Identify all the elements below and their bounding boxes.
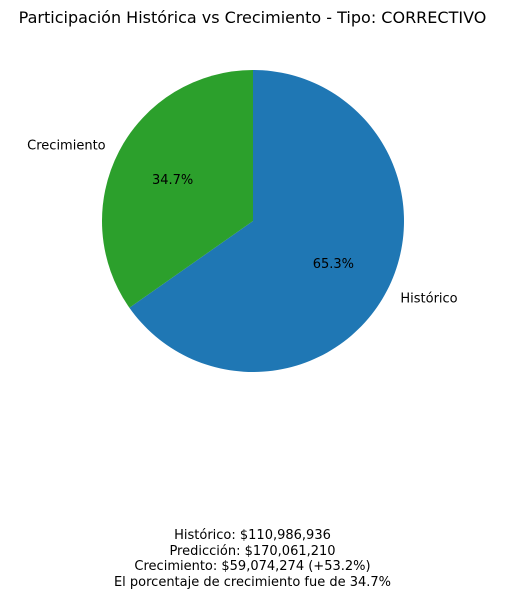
pie-slice-crecimiento bbox=[102, 70, 253, 308]
summary-porcentaje: El porcentaje de crecimiento fue de 34.7… bbox=[113, 574, 392, 590]
summary-historico: Histórico: $110,986,936 bbox=[174, 528, 331, 543]
pie-slice-historico bbox=[129, 70, 405, 372]
summary-crecimiento: Crecimiento: $59,074,274 (+53.2%) bbox=[134, 559, 371, 574]
summary-prediccion: Predicción: $170,061,210 bbox=[169, 543, 336, 559]
pie-slices bbox=[102, 70, 405, 372]
slice-percent-historico: 65.3% bbox=[313, 257, 354, 272]
slice-label-historico: Histórico bbox=[400, 292, 457, 307]
summary-text-block: Histórico: $110,986,936 Predicción: $170… bbox=[0, 528, 505, 590]
slice-label-crecimiento: Crecimiento bbox=[27, 138, 106, 153]
chart-title: Participación Histórica vs Crecimiento -… bbox=[19, 8, 487, 27]
pie-labels: Histórico 65.3% Crecimiento 34.7% bbox=[27, 138, 458, 306]
slice-percent-crecimiento: 34.7% bbox=[152, 173, 193, 188]
